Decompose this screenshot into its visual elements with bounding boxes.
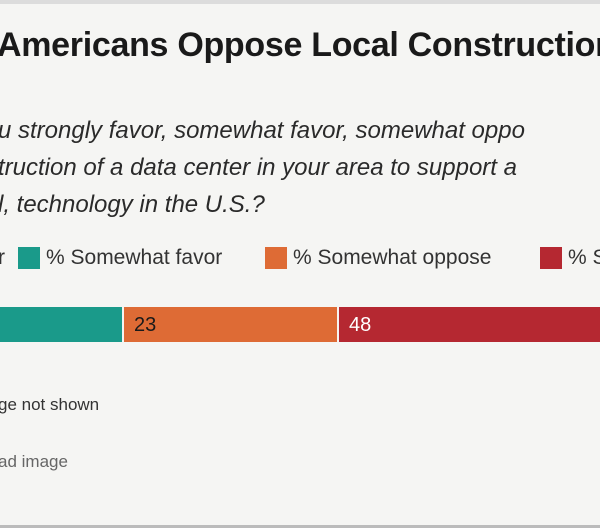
question-line: l, technology in the U.S.? (0, 191, 265, 218)
question-line: u strongly favor, somewhat favor, somewh… (0, 117, 525, 144)
bar-segment (0, 307, 122, 342)
legend-label: % Somewhat favor (46, 246, 223, 269)
legend-item-strongly-oppose: % S (540, 246, 600, 270)
bottom-border (0, 525, 600, 528)
bar-data-label: 48 (349, 314, 372, 336)
legend-swatch (540, 247, 562, 269)
legend-item-cut: r (0, 246, 5, 270)
bar-data-label: 23 (134, 314, 157, 336)
bar-segment: 23 (122, 307, 339, 342)
chart-title: Americans Oppose Local Construction (0, 26, 600, 64)
legend-item-somewhat-oppose: % Somewhat oppose (265, 246, 491, 270)
legend-swatch (18, 247, 40, 269)
chart-legend: r % Somewhat favor % Somewhat oppose % S (0, 246, 600, 276)
bar-segment: 48 (337, 307, 600, 342)
legend-swatch (265, 247, 287, 269)
legend-item-somewhat-favor: % Somewhat favor (18, 246, 222, 270)
question-line: truction of a data center in your area t… (0, 154, 517, 181)
legend-label: % Somewhat oppose (293, 246, 492, 269)
top-border (0, 0, 600, 4)
download-image-link[interactable]: ad image (0, 452, 68, 471)
survey-question: u strongly favor, somewhat favor, somewh… (0, 112, 600, 223)
footnote: ge not shown (0, 395, 100, 414)
legend-label: % S (568, 246, 600, 269)
legend-label: r (0, 246, 5, 269)
stacked-bar: 23 48 (0, 307, 600, 342)
